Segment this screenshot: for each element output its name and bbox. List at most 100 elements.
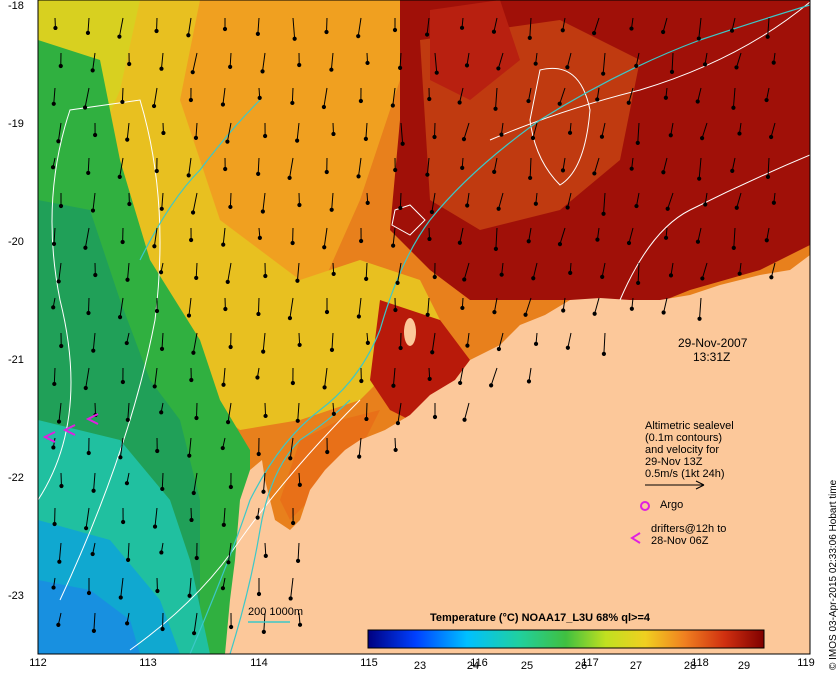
velocity-arrow-head: [601, 211, 606, 216]
sealevel-legend-line: (0.1m contours): [645, 432, 723, 444]
velocity-arrow-head: [290, 240, 295, 246]
velocity-arrow: [118, 17, 124, 37]
colorbar-tick: 27: [629, 660, 643, 672]
velocity-arrow: [434, 52, 438, 73]
velocity-arrow-head: [493, 106, 498, 111]
velocity-arrow-head: [393, 447, 398, 453]
velocity-arrow: [119, 437, 124, 458]
velocity-arrow: [603, 332, 606, 354]
velocity-arrow: [601, 122, 606, 137]
velocity-arrow-head: [82, 105, 88, 110]
velocity-arrow-head: [395, 280, 400, 285]
velocity-arrow-head: [731, 245, 736, 250]
velocity-arrow-head: [125, 277, 130, 282]
velocity-arrow: [698, 17, 702, 39]
velocity-arrow-head: [526, 98, 531, 104]
velocity-arrow-head: [595, 97, 600, 102]
velocity-arrow-head: [499, 272, 504, 277]
velocity-arrow-head: [193, 135, 199, 140]
velocity-arrow-head: [465, 343, 470, 348]
velocity-arrow-head: [86, 310, 91, 316]
velocity-arrow-head: [565, 205, 570, 210]
velocity-arrow-head: [51, 241, 57, 246]
colorbar-tick: 28: [683, 660, 697, 672]
velocity-arrow: [357, 17, 362, 37]
velocity-arrow: [262, 52, 266, 72]
velocity-arrow-head: [329, 67, 334, 72]
velocity-arrow: [57, 122, 62, 142]
velocity-arrow-head: [154, 28, 159, 34]
velocity-arrow: [463, 122, 470, 140]
velocity-arrow: [154, 367, 158, 387]
velocity-arrow-head: [91, 348, 96, 353]
argo-label: Argo: [660, 499, 684, 511]
velocity-arrow: [528, 87, 532, 102]
velocity-arrow-head: [734, 205, 739, 210]
velocity-arrow: [85, 507, 90, 529]
velocity-arrow: [392, 367, 396, 386]
velocity-arrow-head: [599, 134, 605, 139]
velocity-arrow-head: [291, 520, 296, 526]
velocity-arrow-head: [492, 309, 497, 315]
velocity-arrow: [257, 17, 260, 34]
velocity-arrow-head: [600, 274, 605, 280]
velocity-arrow-head: [526, 379, 532, 384]
velocity-arrow-head: [634, 63, 639, 68]
velocity-arrow-head: [458, 380, 463, 386]
velocity-arrow: [262, 192, 266, 212]
velocity-arrow-head: [324, 169, 329, 175]
velocity-arrow-head: [51, 305, 56, 310]
velocity-arrow-head: [85, 30, 91, 35]
velocity-arrow: [85, 367, 90, 389]
velocity-arrow-head: [523, 312, 528, 317]
velocity-arrow: [637, 262, 640, 283]
velocity-arrow: [464, 402, 470, 420]
velocity-arrow-head: [669, 69, 675, 74]
velocity-arrow-head: [459, 25, 465, 30]
velocity-arrow: [662, 157, 668, 173]
velocity-arrow: [192, 192, 198, 213]
velocity-arrow-head: [636, 280, 641, 286]
velocity-arrow: [431, 192, 436, 213]
velocity-arrow: [127, 402, 130, 420]
velocity-arrow-head: [86, 170, 91, 176]
velocity-arrow-head: [527, 35, 532, 40]
velocity-arrow-head: [295, 138, 300, 143]
colorbar-tick: 29: [737, 660, 751, 672]
velocity-arrow-head: [256, 311, 261, 317]
velocity-arrow-head: [56, 139, 61, 144]
velocity-arrow: [559, 227, 566, 245]
velocity-arrow-head: [533, 61, 538, 66]
lon-tick: 113: [139, 657, 157, 669]
velocity-arrow-head: [427, 236, 432, 242]
velocity-arrow: [529, 17, 532, 38]
velocity-arrow-head: [93, 132, 98, 138]
velocity-arrow: [358, 297, 362, 317]
velocity-arrow-head: [457, 240, 462, 245]
velocity-arrow: [529, 157, 532, 178]
velocity-arrow-head: [56, 419, 62, 424]
velocity-arrow-head: [567, 130, 573, 135]
velocity-arrow-head: [120, 239, 125, 245]
sealevel-legend-line: 29-Nov 13Z: [645, 456, 703, 468]
velocity-arrow-head: [59, 483, 64, 489]
argo-marker: [640, 501, 650, 511]
velocity-arrow-head: [261, 489, 266, 494]
velocity-arrow: [53, 227, 56, 244]
velocity-arrow-head: [424, 32, 430, 37]
velocity-arrow-head: [56, 279, 61, 284]
velocity-arrow: [195, 122, 198, 138]
velocity-arrow: [84, 227, 90, 248]
velocity-arrow-head: [191, 490, 196, 496]
velocity-arrow-head: [533, 201, 538, 206]
velocity-arrow: [127, 262, 130, 280]
velocity-arrow-head: [257, 235, 262, 240]
velocity-arrow: [323, 87, 328, 108]
velocity-arrow-head: [297, 622, 303, 627]
velocity-arrow-head: [90, 551, 95, 557]
velocity-arrow: [291, 87, 294, 103]
velocity-arrow: [154, 507, 158, 527]
isobaths: [139, 4, 810, 654]
velocity-arrow: [593, 157, 600, 174]
lon-tick: 119: [797, 657, 815, 669]
